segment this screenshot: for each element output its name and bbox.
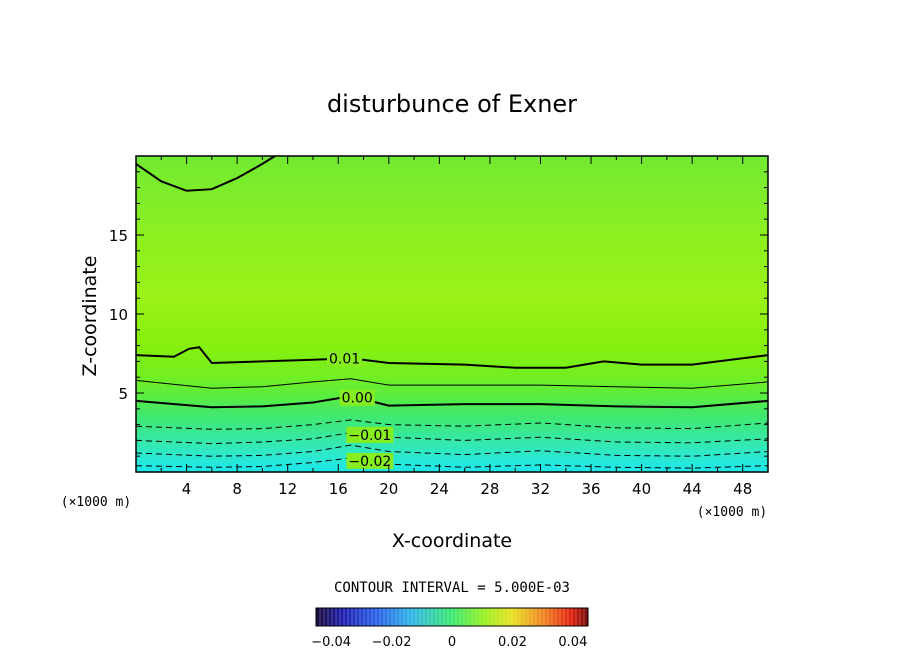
colorbar: −0.04 −0.02 0 0.02 0.04	[311, 607, 589, 650]
colorbar-tick-label: −0.04	[311, 635, 351, 650]
x-tick-label: 4	[182, 480, 192, 498]
contour-interval-text: CONTOUR INTERVAL = 5.000E-03	[334, 580, 570, 596]
y-tick-label: 15	[109, 227, 128, 245]
x-tick-label: 36	[581, 480, 600, 498]
contour-label: 0.01	[329, 352, 360, 368]
x-tick-label: 32	[531, 480, 550, 498]
x-tick-label: 48	[733, 480, 752, 498]
contour-line	[135, 444, 769, 457]
contour-line	[135, 419, 769, 430]
plot-area: −0.02−0.010.000.014 8 12 16 20 24 28 32 36 40 44 48…	[109, 155, 769, 498]
y-axis-label: Z-coordinate	[79, 256, 101, 377]
x-tick-label: 40	[632, 480, 651, 498]
x-axis-label: X-coordinate	[392, 530, 512, 552]
contour-line	[135, 155, 276, 192]
contour-line	[135, 378, 769, 389]
y-tick-label: 5	[118, 385, 128, 403]
field-fill	[136, 156, 768, 472]
y-unit-label-right: (×1000 m)	[697, 505, 767, 520]
contour-label: 0.00	[342, 391, 373, 407]
colorbar-tick-label: −0.02	[372, 635, 412, 650]
y-tick-label: 10	[109, 306, 128, 324]
x-tick-label: 44	[683, 480, 702, 498]
contour-line	[135, 395, 769, 409]
chart-title: disturbunce of Exner	[327, 90, 577, 118]
contour-label: −0.01	[348, 428, 391, 444]
colorbar-fill	[316, 608, 588, 626]
x-tick-label: 28	[480, 480, 499, 498]
contour-label-bg	[346, 452, 394, 469]
colorbar-tick-label: 0.04	[558, 635, 587, 650]
contour-line	[135, 346, 769, 369]
x-tick-label: 8	[232, 480, 242, 498]
contour-label: −0.02	[348, 454, 391, 470]
x-tick-label: 16	[329, 480, 348, 498]
x-tick-label: 24	[430, 480, 449, 498]
contour-label-bg	[346, 426, 394, 443]
colorbar-frame	[315, 607, 589, 627]
contour-label-bg	[326, 350, 363, 367]
colorbar-tick-label: 0.02	[498, 635, 527, 650]
x-unit-label-left: (×1000 m)	[61, 495, 131, 510]
colorbar-tick-label: 0	[448, 635, 456, 650]
x-tick-label: 20	[379, 480, 398, 498]
x-tick-label: 12	[278, 480, 297, 498]
contour-label-bg	[339, 389, 375, 406]
